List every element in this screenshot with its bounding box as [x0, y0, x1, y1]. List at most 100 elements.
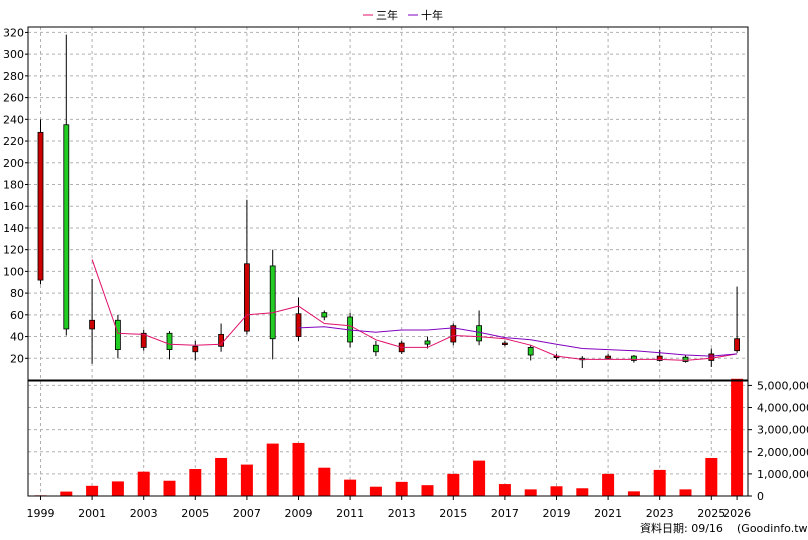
- candle-body: [89, 319, 95, 330]
- price-tick-label: 120: [3, 244, 24, 257]
- x-tick-label: 2001: [78, 507, 106, 520]
- x-tick-label: 2026: [723, 507, 751, 520]
- candle-body: [37, 131, 44, 281]
- volume-bar: [731, 378, 744, 496]
- x-tick-label: 2009: [285, 507, 313, 520]
- volume-bars: [34, 378, 744, 496]
- candle-body: [450, 325, 457, 343]
- volume-bar: [524, 489, 537, 496]
- x-tick-label: 2007: [233, 507, 261, 520]
- candle-body: [501, 342, 508, 345]
- candle-body: [140, 332, 147, 348]
- x-tick-label: 2017: [491, 507, 519, 520]
- x-ticks: 1999 2001 2003 2005 2007 2009 2011 2013 2015 2017…: [27, 496, 751, 520]
- price-tick-label: 180: [3, 178, 24, 191]
- x-tick-label: 2019: [543, 507, 571, 520]
- volume-tick-label: 2,000,000: [757, 446, 808, 459]
- volume-bar: [627, 491, 640, 496]
- candle-body: [656, 355, 663, 361]
- candle-body: [682, 356, 689, 362]
- candle-body: [269, 265, 276, 340]
- volume-panel-frame: [27, 380, 749, 497]
- x-tick-label: 2003: [130, 507, 158, 520]
- candle-body: [115, 319, 121, 350]
- candle-body: [295, 313, 302, 337]
- volume-bar: [602, 473, 615, 496]
- legend: 三年 十年: [363, 8, 443, 22]
- price-tick-label: 220: [3, 135, 24, 148]
- volume-bar: [421, 485, 434, 496]
- footer-source: (Goodinfo.tw): [737, 522, 808, 535]
- volume-bar: [189, 469, 202, 496]
- x-tick-label: 2005: [181, 507, 209, 520]
- x-tick-label: 2013: [388, 507, 416, 520]
- candle-body: [63, 124, 70, 330]
- x-tick-label: 2015: [439, 507, 467, 520]
- candle-body: [476, 325, 483, 342]
- volume-bar: [240, 464, 253, 496]
- candle-body: [192, 345, 199, 353]
- volume-tick-label: 1,000,000: [757, 468, 808, 481]
- volume-bar: [447, 473, 460, 496]
- panel-frames: [27, 26, 749, 497]
- volume-tick-label: 0: [757, 490, 764, 503]
- volume-bar: [292, 442, 305, 496]
- candle-body: [631, 355, 637, 361]
- legend-label-ten-year: 十年: [421, 8, 443, 22]
- volume-tick-label: 5,000,000: [757, 379, 808, 392]
- price-tick-label: 320: [3, 26, 24, 39]
- candle-body: [527, 347, 534, 356]
- price-tick-label: 40: [10, 331, 24, 344]
- price-y-ticks: 20 40 60 80 100 120 140 160 180 200 220 240 260 280 30…: [3, 26, 28, 365]
- volume-bar: [473, 460, 486, 496]
- volume-bar: [266, 443, 279, 496]
- price-tick-label: 260: [3, 92, 24, 105]
- ma-line-three-year: [91, 259, 738, 361]
- volume-tick-label: 3,000,000: [757, 424, 808, 437]
- moving-averages: [91, 259, 738, 361]
- price-tick-label: 200: [3, 157, 24, 170]
- price-panel-frame: [27, 26, 749, 381]
- price-tick-label: 280: [3, 70, 24, 83]
- volume-bar: [705, 457, 718, 496]
- candle-body: [605, 355, 611, 359]
- price-tick-label: 80: [10, 287, 24, 300]
- volume-y-ticks: 0 1,000,000 2,000,000 3,000,000 4,000,000 5,0…: [748, 379, 808, 503]
- volume-bar: [215, 457, 228, 496]
- volume-bar: [163, 480, 176, 496]
- volume-bar: [679, 489, 692, 496]
- volume-tick-label: 4,000,000: [757, 402, 808, 415]
- candle-body: [321, 312, 328, 318]
- price-tick-label: 160: [3, 200, 24, 213]
- candle-body: [734, 338, 740, 352]
- x-tick-label: 2023: [646, 507, 674, 520]
- volume-bar: [369, 486, 382, 496]
- volume-bar: [137, 471, 150, 496]
- price-tick-label: 60: [10, 309, 24, 322]
- volume-bar: [111, 481, 124, 496]
- candle-body: [708, 353, 715, 361]
- volume-bar: [318, 467, 331, 496]
- candle-body: [218, 333, 225, 347]
- volume-bar: [550, 486, 563, 496]
- x-tick-label: 2021: [594, 507, 622, 520]
- price-tick-label: 140: [3, 222, 24, 235]
- candles: [37, 34, 740, 369]
- legend-label-three-year: 三年: [376, 8, 398, 22]
- footer-date-label: 資料日期: 09/16: [640, 521, 723, 535]
- candle-body: [166, 332, 173, 350]
- x-tick-label: 2011: [336, 507, 364, 520]
- volume-bar: [344, 479, 357, 496]
- volume-panel-grid: [28, 381, 748, 496]
- volume-bar: [576, 488, 589, 496]
- price-tick-label: 300: [3, 48, 24, 61]
- candle-body: [243, 263, 250, 332]
- volume-bar: [395, 481, 408, 496]
- price-panel-grid: [28, 27, 748, 380]
- x-tick-label: 2025: [697, 507, 725, 520]
- volume-bar: [653, 469, 666, 496]
- volume-bar: [60, 491, 73, 496]
- price-tick-label: 20: [10, 352, 24, 365]
- volume-bar: [498, 484, 511, 496]
